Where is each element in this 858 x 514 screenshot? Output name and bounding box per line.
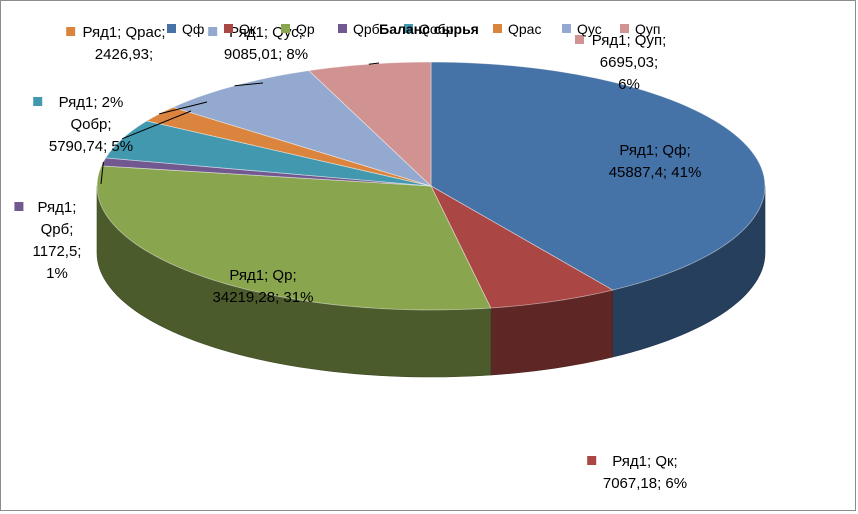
legend-marker xyxy=(404,24,413,33)
pie-top-layer xyxy=(96,61,766,311)
legend-item-Qр: Qр xyxy=(281,21,315,37)
data-label-marker xyxy=(575,35,584,44)
data-label-marker xyxy=(33,97,43,106)
legend-item-Qрас: Qрас xyxy=(493,21,541,37)
legend-label: Qф xyxy=(182,21,204,37)
legend-label: Qус xyxy=(577,21,602,37)
data-label-Qуп: Ряд1; Qуп; 6695,03; 6% xyxy=(592,32,667,93)
leader-line xyxy=(159,101,208,115)
legend-label: Qрб xyxy=(353,21,380,37)
data-label-marker xyxy=(587,456,597,465)
data-label-Qк: Ряд1; Qк; 7067,18; 6% xyxy=(603,453,687,492)
data-label-marker xyxy=(66,27,76,36)
leader-lines xyxy=(100,62,380,185)
legend-item-Qф: Qф xyxy=(167,21,204,37)
slice-Qф xyxy=(430,61,766,291)
legend-label: Qуп xyxy=(635,21,660,37)
legend-item-Qус: Qус xyxy=(562,21,602,37)
data-label-Qобр: Ряд1; 2% Qобр; 5790,74; 5% xyxy=(49,94,133,155)
legend-marker xyxy=(167,24,176,33)
leader-line xyxy=(368,62,380,65)
legend-item-Qуп: Qуп xyxy=(620,21,660,37)
legend-marker xyxy=(493,24,502,33)
leader-line xyxy=(234,82,264,87)
data-label-Qф: Ряд1; Qф; 45887,4; 41% xyxy=(609,142,702,181)
legend-item-Qк: Qк xyxy=(224,21,257,37)
chart-title: Баланс сырья xyxy=(379,21,479,37)
legend-label: Qр xyxy=(296,21,315,37)
data-label-Qрас: Ряд1; Qрас; 2426,93; xyxy=(82,24,165,63)
data-label-Qр: Ряд1; Qр; 34219,28; 31% xyxy=(213,267,314,306)
data-labels: Ряд1; Qф; 45887,4; 41% Ряд1; Qк; 7067,18; 6… xyxy=(14,24,701,492)
legend-label: Qобр xyxy=(419,21,454,37)
legend-label: Qк xyxy=(239,21,257,37)
data-label-marker xyxy=(208,27,218,36)
slice-Qк xyxy=(430,185,614,309)
slice-Qр xyxy=(96,165,492,311)
legend-item-Qрб: Qрб xyxy=(338,21,380,37)
legend-marker xyxy=(338,24,347,33)
slice-Qобр xyxy=(104,120,432,187)
leader-line xyxy=(122,110,192,140)
legend-marker xyxy=(281,24,290,33)
legend: Qф Qк Qр Qрб Qобр Qрас Qус Qуп xyxy=(167,21,660,37)
legend-item-Qобр: Qобр xyxy=(404,21,454,37)
legend-marker xyxy=(224,24,233,33)
legend-label: Qрас xyxy=(508,21,541,37)
leader-line xyxy=(100,161,104,185)
legend-marker xyxy=(620,24,629,33)
data-label-marker xyxy=(14,202,24,211)
data-label-Qрб: Ряд1; Qрб; 1172,5; 1% xyxy=(33,199,82,282)
legend-marker xyxy=(562,24,571,33)
